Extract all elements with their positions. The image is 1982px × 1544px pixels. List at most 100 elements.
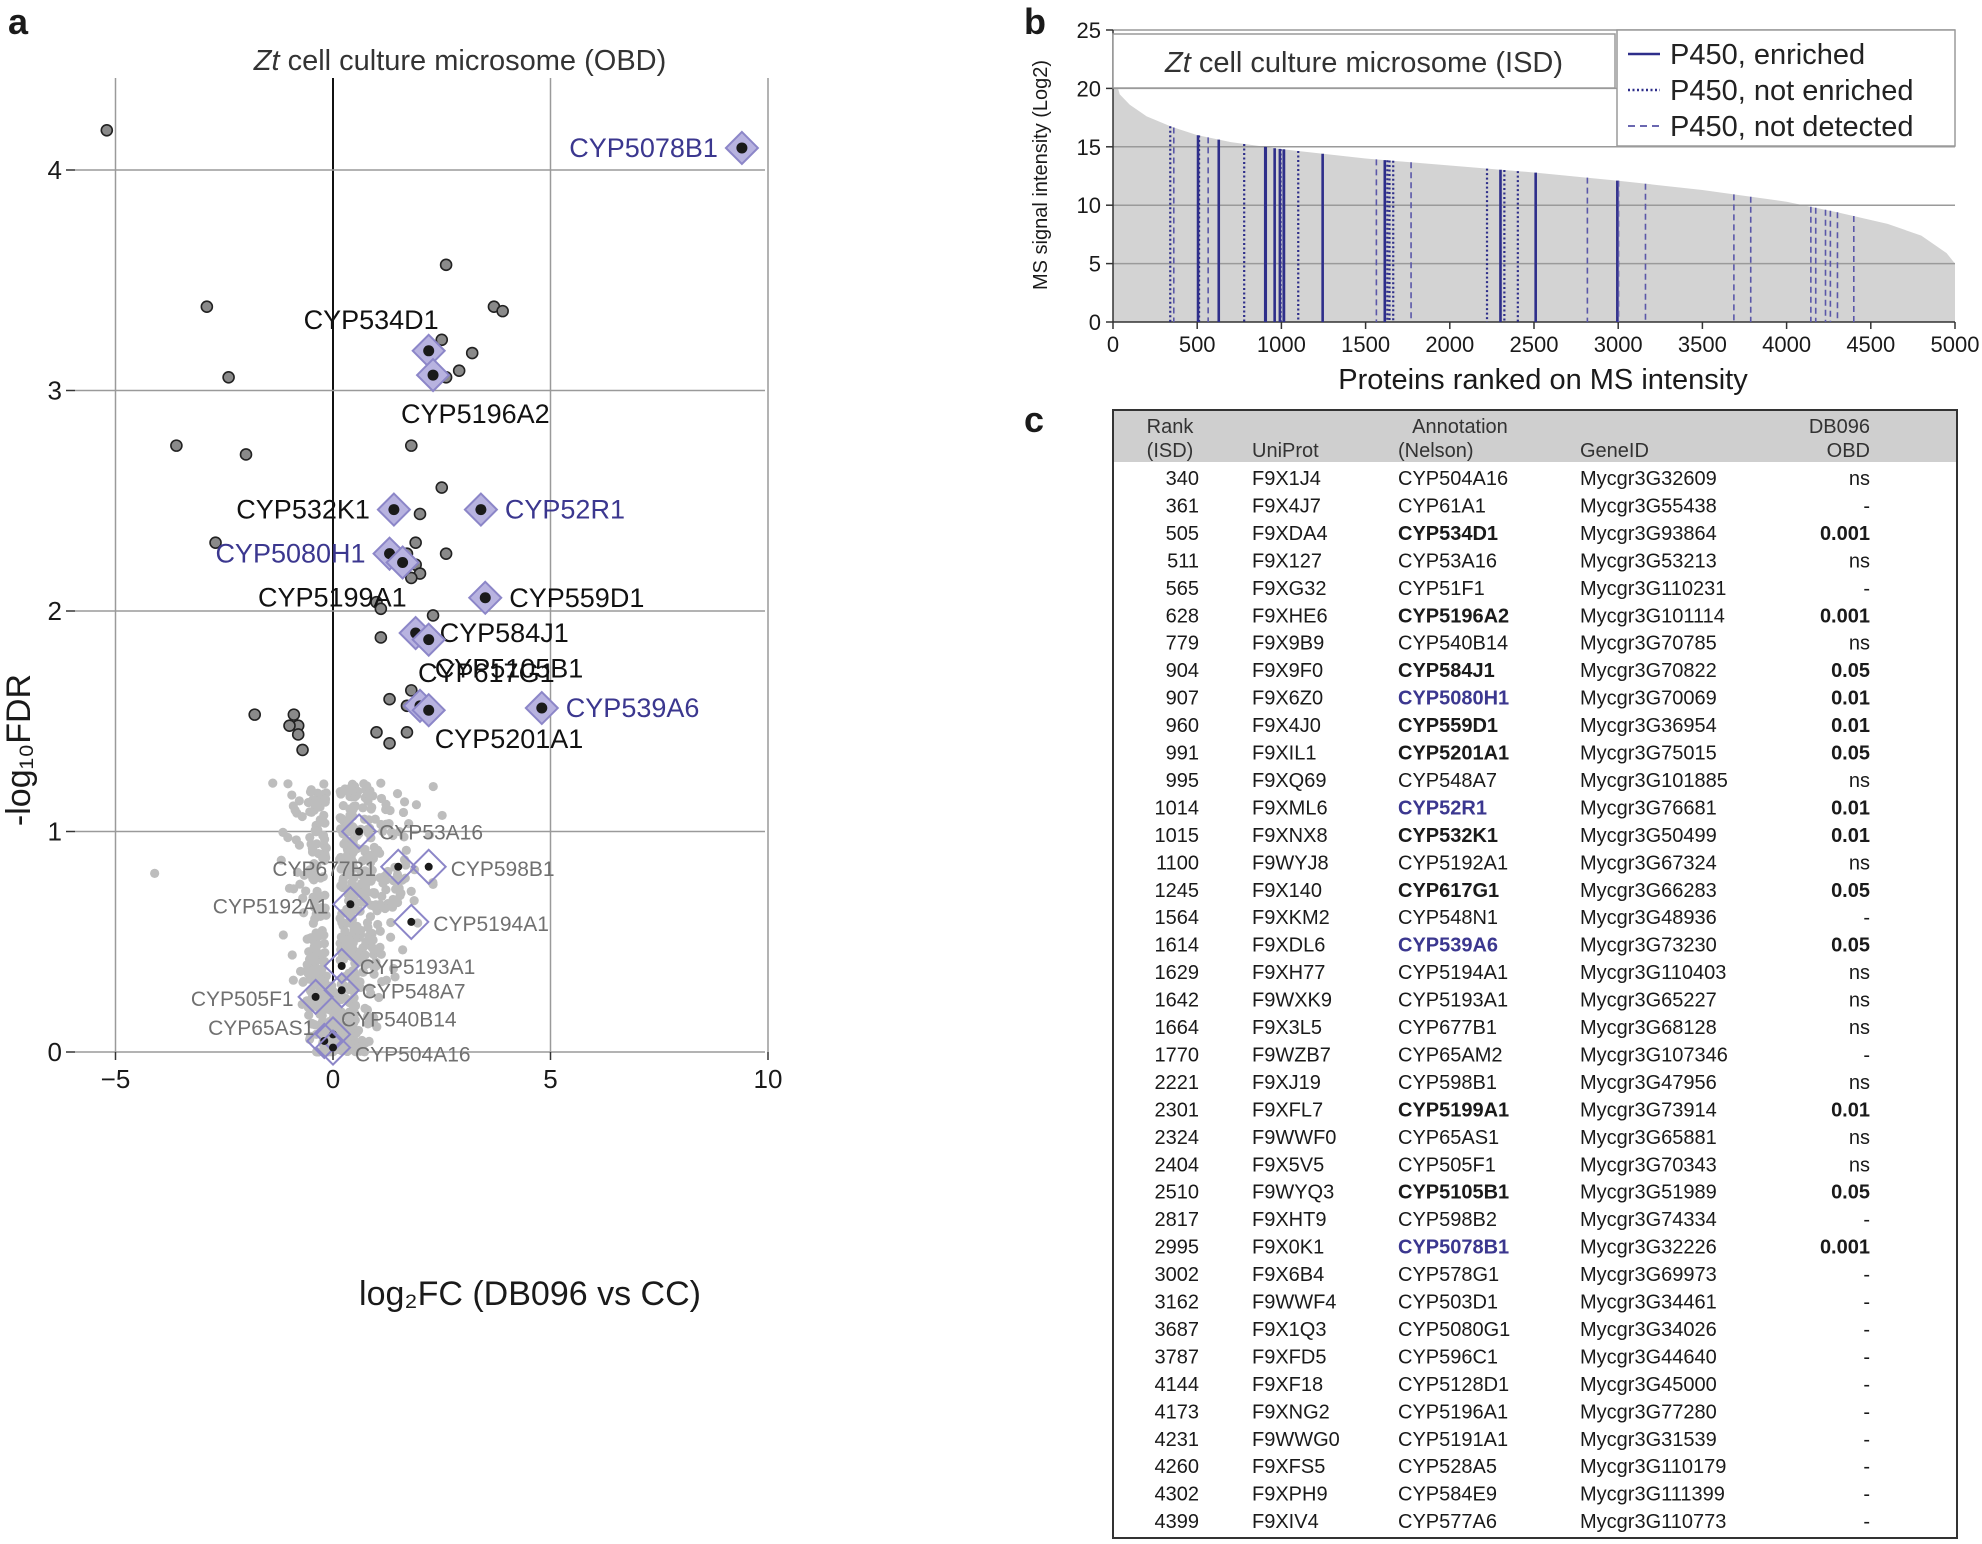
table-cell-rank: 995 — [1166, 770, 1199, 792]
table-cell-geneid: Mycgr3G45000 — [1580, 1374, 1717, 1396]
table-cell-uniprot: F9XG32 — [1252, 578, 1326, 600]
table-cell-uniprot: F9X9F0 — [1252, 660, 1323, 682]
intensity-y-axis-label: MS signal intensity (Log2) — [1030, 60, 1052, 290]
table-cell-rank: 4173 — [1155, 1401, 1200, 1423]
intensity-title-italic: Zt — [1164, 47, 1193, 79]
table-cell-geneid: Mycgr3G74334 — [1580, 1209, 1717, 1231]
table-cell-annotation: CYP584J1 — [1398, 660, 1495, 682]
cyp-diamond-cyp53a16 — [340, 813, 378, 850]
table-cell-uniprot: F9XPH9 — [1252, 1484, 1328, 1506]
table-row: 565 F9XG32 CYP51F1 Mycgr3G110231 - — [1166, 578, 1870, 600]
significant-point — [404, 571, 418, 585]
ns-point — [424, 830, 435, 840]
table-cell-rank: 4399 — [1155, 1511, 1200, 1533]
table-cell-rank: 1629 — [1155, 962, 1200, 984]
cyp-diamond-cyp504a16 — [314, 1029, 352, 1067]
table-cell-rank: 904 — [1166, 660, 1199, 682]
significant-point — [409, 536, 422, 549]
table-row: 2221 F9XJ19 CYP598B1 Mycgr3G47956 ns — [1155, 1072, 1871, 1094]
cyp-label-cyp559d1: CYP559D1 — [509, 583, 644, 613]
ns-point — [392, 789, 403, 799]
cyp-label-cyp5201a1: CYP5201A1 — [435, 724, 584, 754]
ns-point — [283, 779, 293, 789]
table-cell-rank: 361 — [1166, 495, 1199, 517]
ns-point — [288, 975, 298, 985]
table-cell-uniprot: F9XH77 — [1252, 962, 1325, 984]
table-header-line2: GeneID — [1580, 440, 1649, 462]
cyp-dot-cyp53a16 — [355, 827, 364, 836]
volcano-y-axis-label: -log₁₀FDR — [0, 674, 38, 826]
ns-point — [304, 1010, 314, 1020]
table-header-line1: Rank — [1147, 416, 1195, 438]
cyp-diamond-cyp65as1 — [305, 1022, 343, 1060]
ns-point — [358, 803, 368, 813]
ns-point — [376, 949, 386, 959]
significant-point — [383, 692, 396, 706]
table-cell-rank: 4231 — [1155, 1429, 1200, 1451]
table-cell-annotation: CYP539A6 — [1398, 935, 1498, 957]
table-cell-uniprot: F9X140 — [1252, 880, 1322, 902]
ns-point — [353, 1025, 364, 1036]
cyp-label-cyp65as1: CYP65AS1 — [208, 1017, 314, 1040]
ns-point — [291, 835, 301, 845]
table-cell-uniprot: F9XJ19 — [1252, 1072, 1321, 1094]
cyp-dot-cyp534d1 — [423, 345, 435, 357]
ns-point — [340, 926, 350, 936]
table-cell-uniprot: F9XFD5 — [1252, 1346, 1326, 1368]
ns-point — [356, 925, 366, 935]
table-row: 991 F9XIL1 CYP5201A1 Mycgr3G75015 0.05 — [1166, 743, 1870, 765]
significant-point — [170, 439, 183, 452]
intensity-tick-labels: 0 500 1000 1500 2000 2500 3000 3500 4000 4500 5000… — [1077, 18, 1980, 357]
volcano-x-axis-label: log₂FC (DB096 vs CC) — [359, 1275, 701, 1313]
table-cell-rank: 628 — [1166, 605, 1199, 627]
ns-point — [309, 953, 319, 963]
ns-point — [359, 887, 369, 897]
cyp-label-cyp598b1: CYP598B1 — [451, 858, 555, 881]
table-header-line2: (ISD) — [1147, 440, 1194, 462]
ns-point — [288, 801, 298, 811]
table-cell-uniprot: F9XHT9 — [1252, 1209, 1326, 1231]
table-row: 4399 F9XIV4 CYP577A6 Mycgr3G110773 - — [1155, 1511, 1871, 1533]
significant-point — [370, 725, 383, 739]
table-cell-obd: 0.01 — [1831, 1099, 1870, 1121]
ns-point — [399, 832, 409, 842]
cyp-label-cyp584j1: CYP584J1 — [440, 618, 569, 648]
intensity-x-tick-label: 5000 — [1931, 332, 1980, 357]
cyp-dot-cyp52r1 — [475, 504, 487, 516]
table-cell-rank: 2510 — [1155, 1182, 1200, 1204]
table-row: 2995 F9X0K1 CYP5078B1 Mycgr3G32226 0.001 — [1155, 1237, 1871, 1259]
intensity-legend: P450, enriched P450, not enriched P450, no… — [1616, 29, 1956, 147]
table-cell-uniprot: F9X9B9 — [1252, 633, 1324, 655]
ns-point — [361, 937, 371, 947]
table-cell-annotation: CYP5194A1 — [1398, 962, 1508, 984]
ns-point — [287, 950, 297, 960]
table-cell-geneid: Mycgr3G70785 — [1580, 633, 1717, 655]
volcano-grid — [75, 78, 769, 1053]
table-cell-geneid: Mycgr3G50499 — [1580, 825, 1717, 847]
table-cell-annotation: CYP617G1 — [1398, 880, 1499, 902]
table-cell-obd: ns — [1849, 633, 1870, 655]
table-header-line1: DB096 — [1809, 416, 1870, 438]
table-cell-annotation: CYP503D1 — [1398, 1292, 1498, 1314]
table-row: 1245 F9X140 CYP617G1 Mycgr3G66283 0.05 — [1155, 880, 1871, 902]
table-header-line2: UniProt — [1252, 440, 1319, 462]
significant-point — [383, 736, 396, 750]
table-row: 628 F9XHE6 CYP5196A2 Mycgr3G101114 0.001 — [1166, 605, 1870, 627]
table-cell-geneid: Mycgr3G77280 — [1580, 1401, 1717, 1423]
table-cell-obd: - — [1863, 1401, 1870, 1423]
ns-point — [338, 876, 348, 886]
significant-point — [435, 333, 449, 347]
table-row: 361 F9X4J7 CYP61A1 Mycgr3G55438 - — [1166, 495, 1870, 517]
table-cell-rank: 505 — [1166, 523, 1199, 545]
x-tick-label: 10 — [754, 1064, 783, 1094]
table-cell-annotation: CYP596C1 — [1398, 1346, 1498, 1368]
ns-point — [359, 779, 369, 789]
table-cell-annotation: CYP598B1 — [1398, 1072, 1497, 1094]
cyp-label-cyp5196a2: CYP5196A2 — [401, 399, 550, 429]
table-cell-uniprot: F9X6B4 — [1252, 1264, 1324, 1286]
ns-point — [395, 890, 405, 901]
table-cell-obd: ns — [1849, 852, 1870, 874]
table-cell-uniprot: F9X6Z0 — [1252, 688, 1323, 710]
cyp-label-cyp504a16: CYP504A16 — [355, 1044, 471, 1067]
significant-point — [496, 304, 509, 318]
